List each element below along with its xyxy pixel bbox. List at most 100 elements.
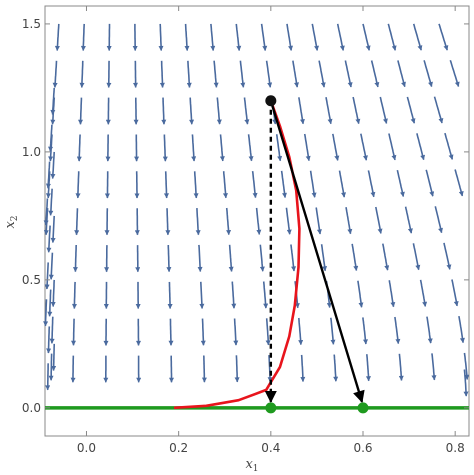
stream-segment-141	[438, 23, 449, 51]
stream-segment-46	[184, 23, 190, 51]
stream-segment-59	[219, 134, 225, 162]
stream-segment-102	[351, 243, 359, 271]
stream-segment-91	[315, 207, 322, 235]
stream-segment-67	[239, 60, 246, 88]
stream-segment-70	[251, 170, 258, 199]
stream-segment-114	[394, 316, 401, 345]
stream-segment-7	[79, 60, 85, 88]
stream-segment-124	[426, 316, 433, 344]
stream-segment-57	[213, 60, 219, 88]
x-tick-label-1: 0.2	[169, 441, 188, 455]
stream-segment-55	[201, 355, 207, 383]
stream-segment-133	[451, 279, 459, 307]
stream-segment-144	[48, 124, 54, 152]
stream-segment-140	[454, 169, 464, 197]
stream-segment-47	[186, 60, 192, 88]
stream-segment-97	[318, 60, 326, 88]
stream-segment-99	[332, 133, 340, 161]
stream-segment-73	[262, 281, 269, 309]
stream-segment-148	[48, 188, 54, 216]
stream-segment-105	[365, 354, 371, 382]
stream-segment-111	[375, 206, 383, 234]
stream-segment-123	[419, 279, 428, 307]
stream-segment-151	[43, 299, 49, 327]
stream-segment-112	[382, 243, 390, 271]
stream-segment-44	[168, 318, 174, 346]
stream-segment-49	[191, 134, 197, 162]
stream-segment-159	[48, 353, 54, 381]
stream-segment-41	[165, 208, 171, 236]
ticks: 0.0 0.2 0.4 0.6 0.8 0.0 0.5 1.0 1.5	[22, 6, 469, 455]
stream-segment-37	[159, 60, 165, 88]
stream-segment-125	[431, 353, 437, 381]
stream-segment-92	[320, 244, 328, 272]
stream-segment-104	[362, 317, 368, 345]
stream-segment-101	[345, 207, 353, 235]
stream-segment-60	[222, 171, 228, 199]
y-axis-label: x2	[3, 215, 20, 228]
stream-segment-12	[72, 244, 78, 273]
stream-segment-149	[46, 225, 52, 253]
stream-segment-76	[260, 23, 268, 51]
stream-segment-109	[360, 133, 368, 161]
stream-segment-143	[50, 87, 56, 115]
stream-segment-136	[412, 23, 423, 51]
stream-segment-96	[311, 23, 320, 51]
stream-segment-86	[286, 23, 294, 51]
stream-segment-127	[397, 60, 406, 88]
stream-segment-155	[46, 326, 52, 354]
stream-segment-74	[265, 318, 271, 346]
stream-segment-146	[43, 198, 49, 226]
stream-segment-157	[50, 279, 56, 307]
y-tick-label-0: 0.0	[22, 401, 41, 415]
stream-segment-61	[225, 207, 232, 236]
stream-segment-50	[193, 171, 199, 199]
stream-segment-10	[75, 171, 81, 199]
stream-segment-126	[387, 23, 397, 51]
stream-segment-11	[74, 208, 80, 236]
stream-segment-147	[50, 151, 56, 179]
stream-segment-132	[443, 242, 452, 270]
stream-segment-160	[51, 343, 57, 371]
stream-segment-69	[247, 134, 254, 162]
axis-labels: x1 x2	[3, 215, 259, 474]
stream-segment-90	[309, 170, 317, 198]
stream-segment-110	[367, 170, 376, 198]
stream-segment-66	[235, 23, 242, 51]
stream-segment-39	[162, 134, 168, 162]
stream-segment-131	[434, 206, 443, 234]
points	[265, 95, 369, 414]
stream-segment-116	[362, 23, 371, 51]
stream-segment-150	[44, 262, 50, 290]
stream-segment-0	[54, 23, 60, 51]
stream-segment-134	[458, 315, 465, 344]
stream-segment-82	[290, 244, 297, 272]
y-tick-label-1: 0.5	[22, 273, 41, 287]
stream-segment-14	[71, 318, 76, 346]
stream-segment-107	[344, 60, 353, 88]
end-point-1	[357, 402, 369, 414]
x-axis-label: x1	[245, 457, 258, 474]
stream-segment-161	[463, 369, 469, 397]
stream-segment-128	[406, 96, 416, 124]
stream-segment-122	[412, 243, 421, 271]
stream-segment-64	[233, 318, 239, 346]
stream-segment-62	[228, 244, 234, 272]
stream-segment-65	[234, 355, 240, 383]
stream-segment-145	[45, 161, 51, 189]
stream-segment-52	[197, 244, 203, 272]
y-tick-label-2: 1.0	[22, 145, 41, 159]
stream-segment-117	[370, 60, 380, 88]
x-tick-label-0: 0.0	[77, 441, 96, 455]
stream-segment-98	[325, 97, 333, 125]
x-tick-label-4: 0.8	[446, 441, 465, 455]
x-tick-label-3: 0.6	[353, 441, 372, 455]
stream-segment-103	[357, 280, 364, 308]
stream-segment-77	[265, 60, 273, 88]
stream-segment-121	[404, 206, 413, 234]
stream-segment-36	[158, 23, 164, 51]
red-trajectory-path	[173, 100, 301, 410]
stream-segment-118	[379, 96, 388, 124]
stream-segment-135	[463, 352, 470, 380]
